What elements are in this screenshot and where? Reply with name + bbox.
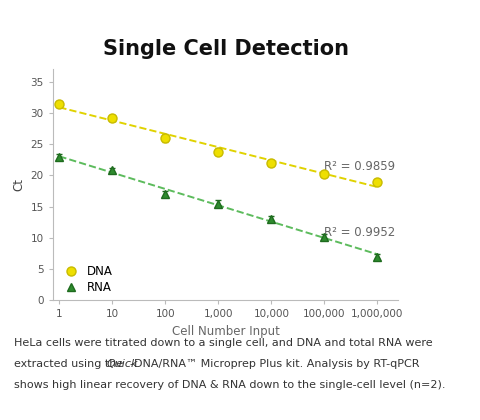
Text: extracted using the: extracted using the [14,359,127,369]
Text: Quick: Quick [107,359,139,369]
Text: HeLa cells were titrated down to a single cell, and DNA and total RNA were: HeLa cells were titrated down to a singl… [14,338,433,348]
Y-axis label: Ct: Ct [12,178,25,191]
Text: shows high linear recovery of DNA & RNA down to the single-cell level (n=2).: shows high linear recovery of DNA & RNA … [14,380,446,390]
Title: Single Cell Detection: Single Cell Detection [103,39,348,59]
Text: -DNA/RNA™ Microprep Plus kit. Analysis by RT-qPCR: -DNA/RNA™ Microprep Plus kit. Analysis b… [130,359,420,369]
X-axis label: Cell Number Input: Cell Number Input [172,325,279,338]
Text: R² = 0.9859: R² = 0.9859 [324,160,396,173]
Legend: DNA, RNA: DNA, RNA [59,265,113,294]
Text: R² = 0.9952: R² = 0.9952 [324,226,396,239]
